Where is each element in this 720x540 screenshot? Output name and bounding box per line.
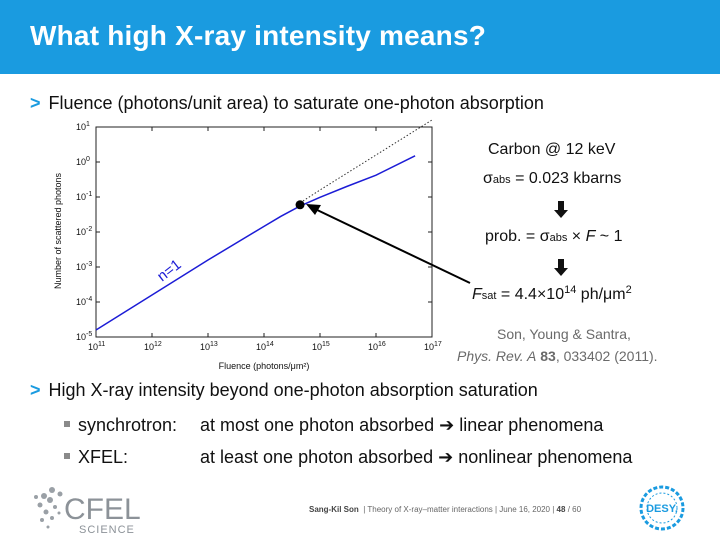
rhs-fsat-unit-exp: 2 xyxy=(625,284,632,296)
bullet-arrow-icon: > xyxy=(30,380,41,400)
rhs-fsat: Fsat = 4.4×1014 ph/μm2 xyxy=(472,284,632,304)
sub-item-xfel: XFEL: at least one photon absorbed ➔ nonl… xyxy=(64,447,632,468)
rhs-sigma: σabs = 0.023 kbarns xyxy=(483,170,621,188)
sub-item-text: at least one photon absorbed ➔ nonlinear… xyxy=(200,447,633,467)
y-axis-label: Number of scattered photons xyxy=(53,172,63,289)
reference-journal: Phys. Rev. A xyxy=(457,348,537,364)
rhs-fsat-exp: 14 xyxy=(564,284,577,296)
bullet-fluence-text: Fluence (photons/unit area) to saturate … xyxy=(48,93,544,113)
rhs-prob-suffix: ~ 1 xyxy=(595,228,623,245)
bullet-intensity: > High X-ray intensity beyond one-photon … xyxy=(30,380,538,401)
rhs-sigma-symbol: σ xyxy=(483,170,493,187)
down-arrow-icon xyxy=(554,201,568,218)
rhs-prob-sub: abs xyxy=(549,232,568,244)
footer-total: / 60 xyxy=(567,505,582,514)
chart-frame xyxy=(95,126,433,338)
series-line-solid xyxy=(95,155,416,331)
pointer-arrow-head xyxy=(306,204,321,215)
down-arrow-icon xyxy=(554,259,568,276)
x-tick-label: 1016 xyxy=(368,341,386,352)
y-tick-label: 10-4 xyxy=(76,296,92,307)
sub-item-synchrotron: synchrotron: at most one photon absorbed … xyxy=(64,415,603,436)
sub-item-label: XFEL: xyxy=(78,447,129,467)
y-tick-label: 100 xyxy=(76,156,90,167)
x-tick-label: 1017 xyxy=(424,341,442,352)
slide-title: What high X-ray intensity means? xyxy=(30,20,487,51)
x-tick-label: 1014 xyxy=(256,341,274,352)
y-tick-label: 10-2 xyxy=(76,226,92,237)
rhs-carbon: Carbon @ 12 keV xyxy=(488,141,616,158)
rhs-fsat-sub: sat xyxy=(481,290,497,302)
bullet-intensity-text: High X-ray intensity beyond one-photon a… xyxy=(48,380,538,400)
chart-ticks: 1011 1012 1013 1014 1015 1016 1017 10-5 10-4 10-3… xyxy=(76,121,442,352)
footer-info: | Theory of X-ray–matter interactions | … xyxy=(363,505,555,514)
x-tick-label: 1013 xyxy=(200,341,218,352)
y-tick-label: 101 xyxy=(76,121,90,132)
reference-rest: , 033402 (2011). xyxy=(555,348,658,364)
x-tick-label: 1012 xyxy=(144,341,162,352)
pointer-arrow-line xyxy=(312,207,471,284)
plot-area xyxy=(95,126,433,338)
y-tick-label: 10-1 xyxy=(76,191,92,202)
rhs-fsat-unit: ph/μm xyxy=(576,286,626,303)
x-axis-label: Fluence (photons/μm²) xyxy=(219,361,310,371)
square-bullet-icon xyxy=(64,453,70,460)
rhs-prob-f: F xyxy=(585,228,596,245)
rhs-fsat-f: F xyxy=(472,286,482,303)
reference-authors: Son, Young & Santra, xyxy=(497,326,631,342)
title-bar: What high X-ray intensity means? xyxy=(0,0,720,74)
series-line-dotted xyxy=(299,119,433,204)
reference-citation: Phys. Rev. A 83, 033402 (2011). xyxy=(457,348,658,364)
bullet-arrow-icon: > xyxy=(30,93,41,113)
footer-page: 48 xyxy=(556,505,566,514)
chart-series xyxy=(95,119,433,331)
y-tick-label: 10-5 xyxy=(76,331,92,342)
reference-volume: 83 xyxy=(540,348,556,364)
footer-author: Sang-Kil Son xyxy=(309,505,359,514)
sub-item-label: synchrotron: xyxy=(78,415,178,435)
rhs-prob: prob. = σabs × F ~ 1 xyxy=(485,228,622,246)
n1-annotation: n=1 xyxy=(154,256,185,285)
rhs-prob-mid: × xyxy=(567,228,586,245)
x-tick-label: 1015 xyxy=(312,341,330,352)
rhs-sigma-value: = 0.023 kbarns xyxy=(510,170,622,187)
x-tick-label: 1011 xyxy=(88,341,105,352)
rhs-fsat-value: = 4.4×10 xyxy=(496,286,565,303)
footer: Sang-Kil Son | Theory of X-ray–matter in… xyxy=(309,505,581,514)
rhs-prob-prefix: prob. = σ xyxy=(485,228,550,245)
y-tick-label: 10-3 xyxy=(76,261,92,272)
bullet-fluence: > Fluence (photons/unit area) to saturate… xyxy=(30,93,544,114)
saturation-point xyxy=(295,200,305,210)
rhs-sigma-sub: abs xyxy=(492,174,511,186)
square-bullet-icon xyxy=(64,421,70,428)
sub-item-text: at most one photon absorbed ➔ linear phe… xyxy=(200,415,604,435)
